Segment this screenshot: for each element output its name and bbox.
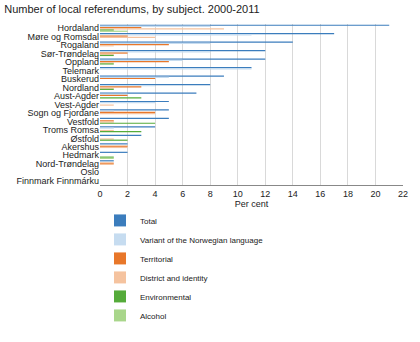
svg-text:10: 10 bbox=[233, 189, 243, 199]
svg-text:Number of local referendums, b: Number of local referendums, by subject.… bbox=[4, 3, 259, 15]
svg-text:Territorial: Territorial bbox=[140, 255, 173, 264]
svg-text:Buskerud: Buskerud bbox=[61, 74, 99, 84]
svg-text:2: 2 bbox=[125, 189, 130, 199]
svg-text:Oslo: Oslo bbox=[80, 167, 99, 177]
svg-text:Oppland: Oppland bbox=[65, 57, 99, 67]
svg-text:Vest-Agder: Vest-Agder bbox=[54, 100, 99, 110]
svg-text:Troms Romsa: Troms Romsa bbox=[43, 125, 99, 135]
svg-text:14: 14 bbox=[288, 189, 298, 199]
svg-text:8: 8 bbox=[208, 189, 213, 199]
svg-text:18: 18 bbox=[343, 189, 353, 199]
svg-text:Finnmark Finnmárku: Finnmark Finnmárku bbox=[16, 176, 99, 186]
svg-text:Alcohol: Alcohol bbox=[140, 312, 166, 321]
svg-text:Nord-Trøndelag: Nord-Trøndelag bbox=[36, 159, 99, 169]
svg-text:Nordland: Nordland bbox=[62, 83, 99, 93]
svg-text:Akershus: Akershus bbox=[61, 142, 99, 152]
svg-text:Per cent: Per cent bbox=[235, 199, 269, 209]
svg-text:Sør-Trøndelag: Sør-Trøndelag bbox=[41, 49, 99, 59]
svg-text:Sogn og Fjordane: Sogn og Fjordane bbox=[27, 108, 99, 118]
svg-text:20: 20 bbox=[370, 189, 380, 199]
svg-text:6: 6 bbox=[180, 189, 185, 199]
svg-text:Østfold: Østfold bbox=[70, 134, 99, 144]
svg-text:Møre og Romsdal: Møre og Romsdal bbox=[27, 32, 99, 42]
svg-text:Variant of the Norwegian langu: Variant of the Norwegian language bbox=[140, 236, 263, 245]
svg-text:Telemark: Telemark bbox=[62, 66, 99, 76]
svg-text:Aust-Agder: Aust-Agder bbox=[54, 91, 99, 101]
svg-text:0: 0 bbox=[97, 189, 102, 199]
svg-text:4: 4 bbox=[153, 189, 158, 199]
svg-text:Environmental: Environmental bbox=[140, 293, 191, 302]
svg-text:16: 16 bbox=[315, 189, 325, 199]
svg-text:Rogaland: Rogaland bbox=[60, 40, 99, 50]
svg-text:12: 12 bbox=[260, 189, 270, 199]
svg-text:Hordaland: Hordaland bbox=[57, 23, 99, 33]
svg-text:Total: Total bbox=[140, 217, 157, 226]
svg-text:22: 22 bbox=[398, 189, 408, 199]
svg-text:Hedmark: Hedmark bbox=[62, 150, 99, 160]
svg-text:Vestfold: Vestfold bbox=[67, 117, 99, 127]
svg-text:District and identity: District and identity bbox=[140, 274, 208, 283]
